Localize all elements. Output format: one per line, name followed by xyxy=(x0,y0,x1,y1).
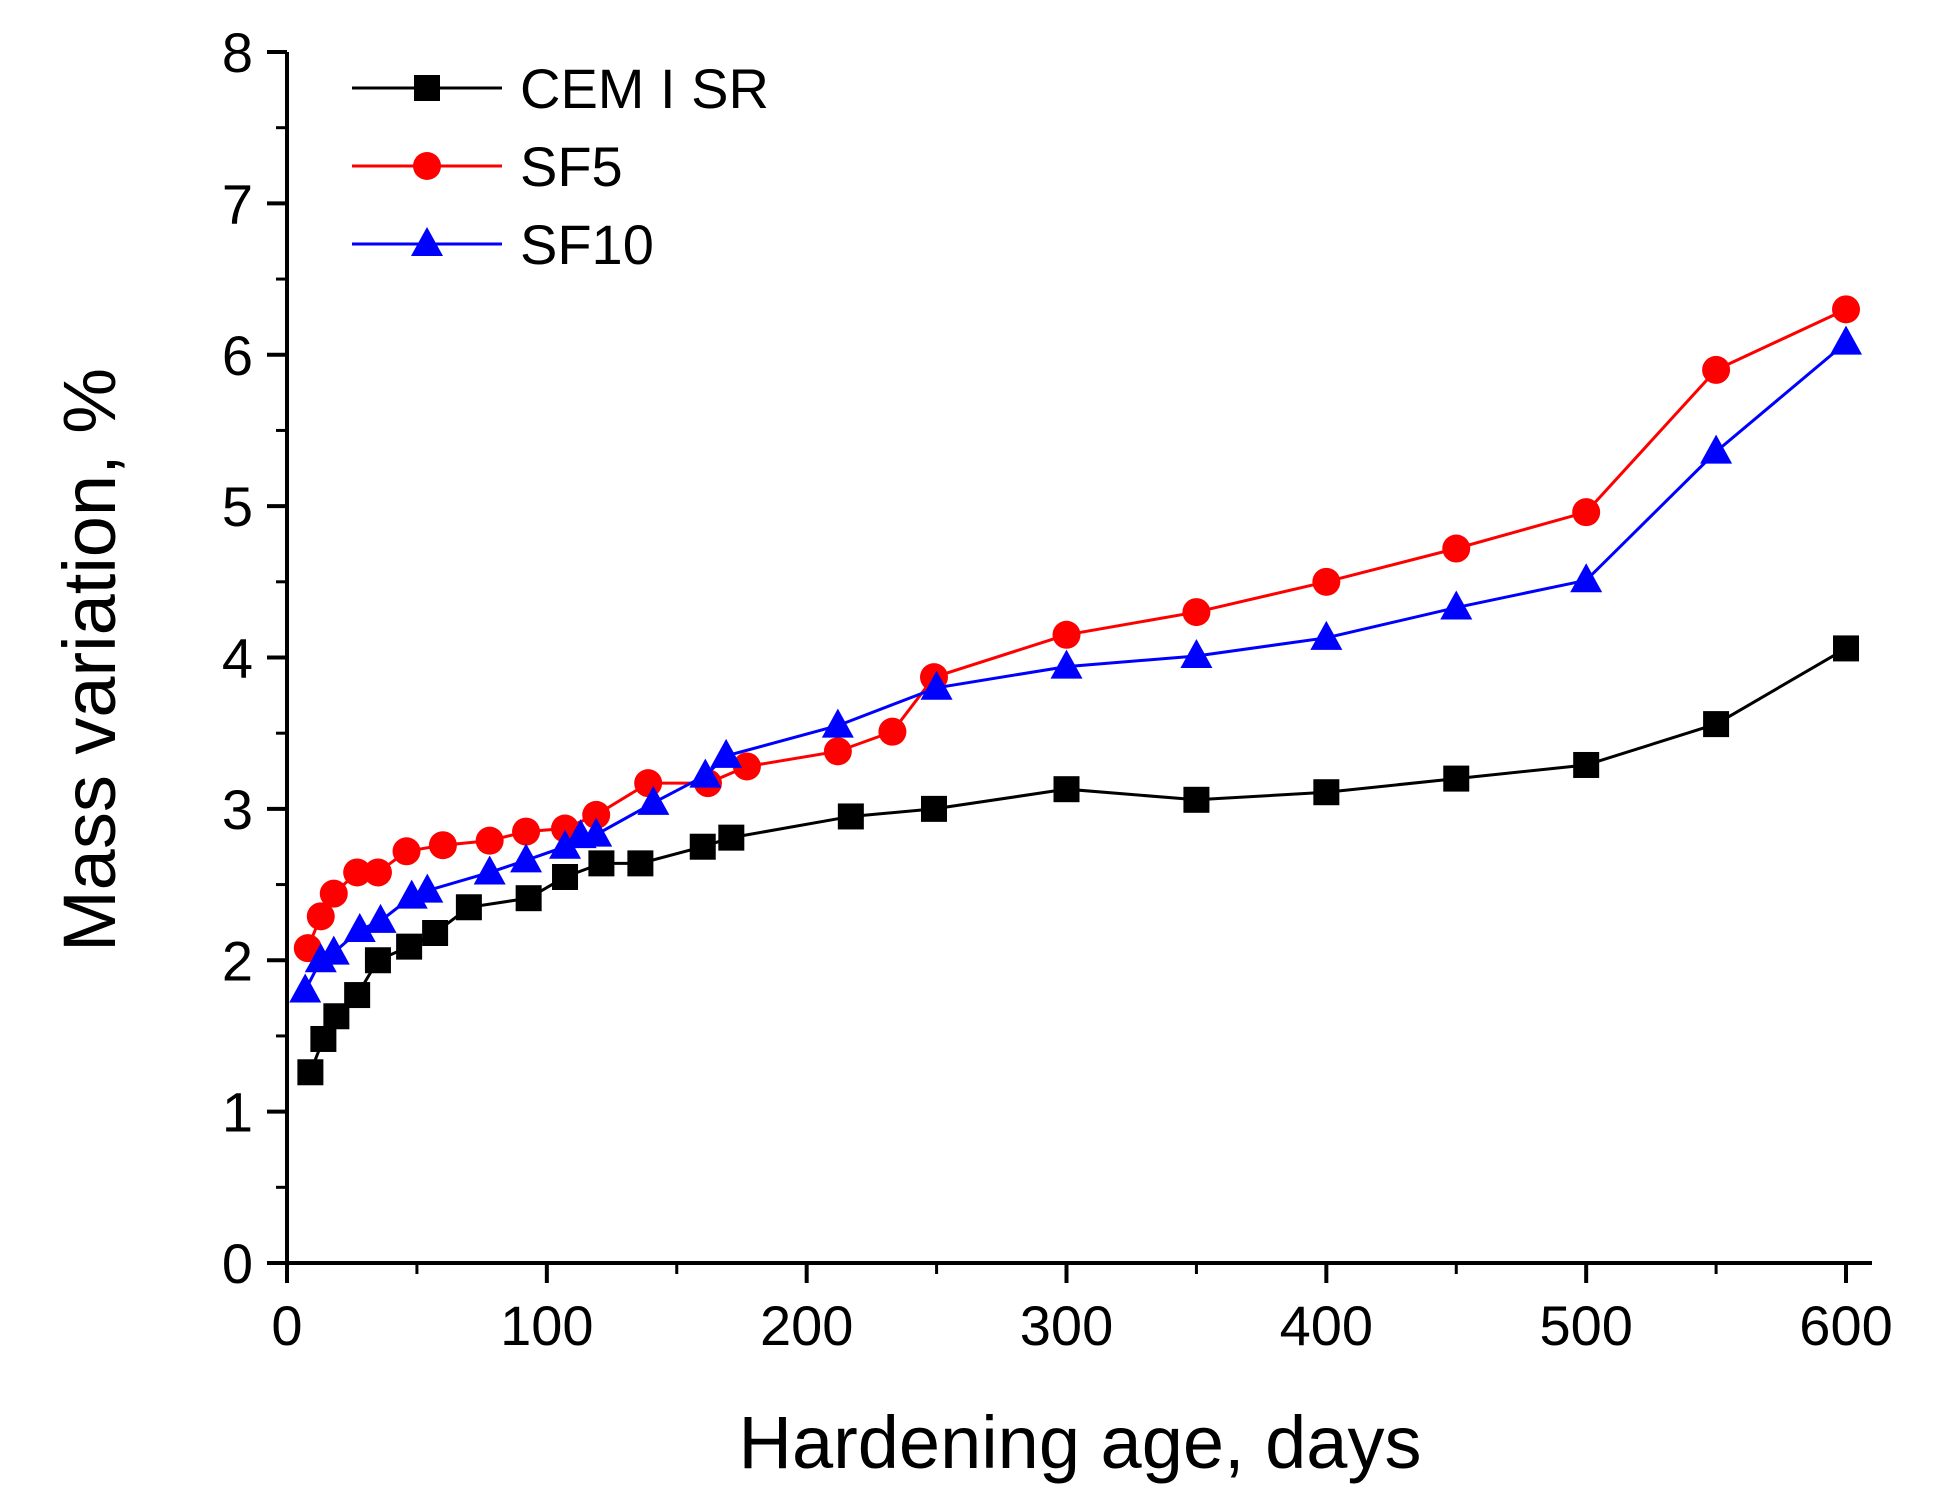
y-tick-label: 4 xyxy=(222,627,253,690)
x-tick-label: 0 xyxy=(271,1294,302,1357)
legend-marker xyxy=(414,75,440,101)
data-point-sf10 xyxy=(549,829,582,859)
data-point-cem-i-sr xyxy=(344,982,371,1009)
y-tick-label: 3 xyxy=(222,778,253,841)
data-point-cem-i-sr xyxy=(588,850,615,877)
y-tick-label: 6 xyxy=(222,324,253,387)
data-point-cem-i-sr xyxy=(1053,776,1080,803)
series-cem-i-sr xyxy=(297,635,1860,1086)
data-point-sf10 xyxy=(343,912,376,942)
data-point-cem-i-sr xyxy=(837,803,864,830)
legend-item-cem-i-sr: CEM I SR xyxy=(352,57,769,120)
legend-marker xyxy=(411,227,443,256)
data-point-sf10 xyxy=(1570,563,1603,593)
data-point-sf5 xyxy=(1052,620,1081,649)
legend-item-sf5: SF5 xyxy=(352,135,623,198)
data-point-sf5 xyxy=(582,800,611,829)
data-point-sf10 xyxy=(473,855,506,885)
data-point-sf10 xyxy=(580,817,613,847)
data-point-sf10 xyxy=(317,935,350,965)
data-point-cem-i-sr xyxy=(1703,711,1730,738)
x-tick-label: 300 xyxy=(1020,1294,1113,1357)
data-point-sf10 xyxy=(510,843,543,873)
data-point-cem-i-sr xyxy=(455,894,482,921)
y-tick-label: 8 xyxy=(222,21,253,84)
data-point-sf5 xyxy=(1832,295,1861,324)
data-point-cem-i-sr xyxy=(552,863,579,890)
data-point-sf10 xyxy=(289,973,322,1003)
data-point-sf10 xyxy=(1440,590,1473,620)
legend-label: SF10 xyxy=(520,213,654,276)
data-point-cem-i-sr xyxy=(515,885,542,912)
data-point-sf10 xyxy=(411,873,444,903)
data-point-sf5 xyxy=(1312,567,1341,596)
data-point-cem-i-sr xyxy=(1313,779,1340,806)
data-point-sf5 xyxy=(1572,498,1601,527)
y-tick-label: 0 xyxy=(222,1232,253,1295)
data-point-sf5 xyxy=(1182,598,1211,627)
series-line-cem-i-sr xyxy=(308,647,1847,1073)
data-point-cem-i-sr xyxy=(1573,751,1600,778)
y-tick-label: 2 xyxy=(222,929,253,992)
data-point-sf10 xyxy=(821,708,854,738)
data-point-sf5 xyxy=(634,769,663,798)
y-tick-label: 1 xyxy=(222,1081,253,1144)
axes: 0 100 200 300 400 500 600 0 1 2 3 4 5 6 7 8 xyxy=(222,21,1893,1357)
data-point-sf5 xyxy=(1702,355,1731,384)
data-point-cem-i-sr xyxy=(718,824,745,851)
x-axis-title: Hardening age, days xyxy=(739,1401,1422,1484)
data-point-sf10 xyxy=(1700,434,1733,464)
y-tick-label: 5 xyxy=(222,475,253,538)
x-tick-label: 500 xyxy=(1539,1294,1632,1357)
data-point-sf5 xyxy=(732,752,761,781)
data-point-sf5 xyxy=(392,837,421,866)
x-tick-label: 400 xyxy=(1280,1294,1373,1357)
data-point-cem-i-sr xyxy=(627,850,654,877)
data-point-cem-i-sr xyxy=(1183,786,1210,813)
data-point-cem-i-sr xyxy=(364,947,391,974)
series-sf10 xyxy=(289,325,1863,1003)
data-point-cem-i-sr xyxy=(1833,635,1860,662)
data-point-cem-i-sr xyxy=(422,920,449,947)
data-point-sf5 xyxy=(343,858,372,887)
legend: CEM I SR SF5 SF10 xyxy=(352,57,769,276)
data-point-cem-i-sr xyxy=(310,1025,337,1052)
data-point-sf10 xyxy=(304,943,337,973)
x-tick-label: 200 xyxy=(760,1294,853,1357)
data-point-sf10 xyxy=(1050,649,1083,679)
data-point-sf10 xyxy=(364,903,397,933)
data-point-cem-i-sr xyxy=(689,833,716,860)
data-point-sf5 xyxy=(878,717,907,746)
legend-item-sf10: SF10 xyxy=(352,213,654,276)
legend-marker xyxy=(413,152,441,180)
legend-label: SF5 xyxy=(520,135,623,198)
data-point-sf10 xyxy=(920,670,953,700)
data-point-sf5 xyxy=(306,902,335,931)
data-point-cem-i-sr xyxy=(920,795,947,822)
data-point-sf10 xyxy=(1310,620,1343,650)
data-point-sf5 xyxy=(475,826,504,855)
x-tick-label: 100 xyxy=(500,1294,593,1357)
data-point-sf10 xyxy=(1830,325,1863,355)
data-point-sf5 xyxy=(319,879,348,908)
data-point-sf5 xyxy=(823,737,852,766)
data-point-sf10 xyxy=(710,738,743,768)
y-axis-title: Mass variation, % xyxy=(48,368,131,952)
data-point-sf10 xyxy=(1180,638,1213,668)
data-point-sf5 xyxy=(1442,534,1471,563)
legend-label: CEM I SR xyxy=(520,57,769,120)
x-tick-label: 600 xyxy=(1799,1294,1892,1357)
series-layer xyxy=(289,295,1863,1086)
data-point-sf5 xyxy=(363,858,392,887)
data-point-sf5 xyxy=(428,831,457,860)
data-point-sf5 xyxy=(512,817,541,846)
data-point-cem-i-sr xyxy=(297,1059,324,1086)
data-point-cem-i-sr xyxy=(1443,765,1470,792)
data-point-sf10 xyxy=(637,785,670,815)
data-point-sf10 xyxy=(689,758,722,788)
data-point-cem-i-sr xyxy=(396,933,423,960)
y-tick-label: 7 xyxy=(222,172,253,235)
